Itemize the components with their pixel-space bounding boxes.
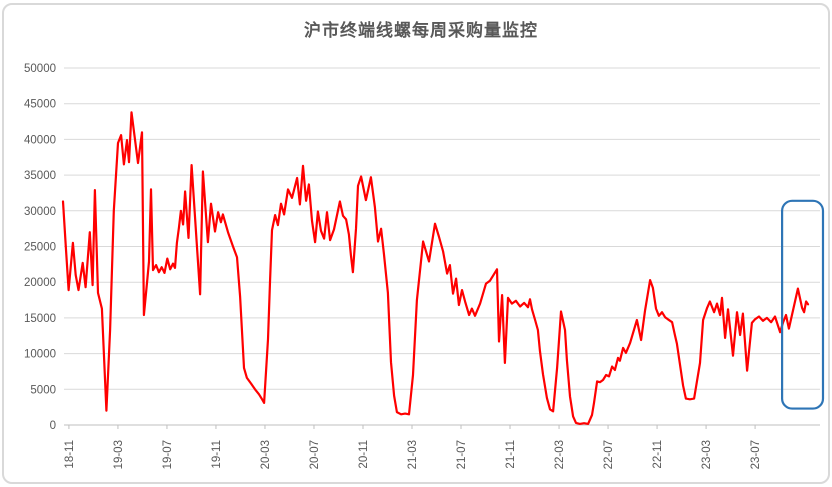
y-axis-label: 30000 <box>24 206 56 218</box>
x-axis-label: 20-11 <box>358 440 370 469</box>
y-axis-label: 15000 <box>24 313 56 325</box>
chart-title: 沪市终端线螺每周采购量监控 <box>304 20 538 40</box>
x-axis-label: 18-11 <box>64 440 76 469</box>
chart-outer-border <box>2 3 830 484</box>
x-axis-label: 19-03 <box>113 440 125 469</box>
axes <box>64 424 820 429</box>
series-line <box>61 111 810 425</box>
annotations-layer <box>780 199 825 410</box>
x-axis-label: 21-03 <box>407 440 419 469</box>
x-axis-label: 22-07 <box>603 440 615 469</box>
x-axis-label: 20-07 <box>309 440 321 469</box>
y-axis-label: 40000 <box>24 134 56 146</box>
x-axis-label: 23-03 <box>701 440 713 469</box>
y-axis-label: 0 <box>50 420 56 432</box>
x-axis-label: 21-11 <box>505 440 517 469</box>
axis-labels: 0 5000 10000 15000 20000 25000 30000 35000 40000… <box>24 63 762 469</box>
x-axis-label: 22-03 <box>554 440 566 469</box>
y-axis-label: 35000 <box>24 170 56 182</box>
x-axis-label: 22-11 <box>652 440 664 469</box>
x-axis-label: 19-07 <box>162 440 174 469</box>
gridlines <box>64 67 820 390</box>
y-axis-label: 25000 <box>24 242 56 254</box>
y-axis-label: 10000 <box>24 349 56 361</box>
x-axis-label: 23-07 <box>750 440 762 469</box>
x-axis-label: 20-03 <box>260 440 272 469</box>
y-axis-label: 50000 <box>24 63 56 75</box>
x-axis-label: 21-07 <box>456 440 468 469</box>
y-axis-label: 45000 <box>24 99 56 111</box>
x-axis-label: 19-11 <box>211 440 223 469</box>
y-axis-label: 5000 <box>30 384 56 396</box>
series-layer <box>61 111 810 425</box>
y-axis-label: 20000 <box>24 277 56 289</box>
highlight-box <box>780 199 825 410</box>
